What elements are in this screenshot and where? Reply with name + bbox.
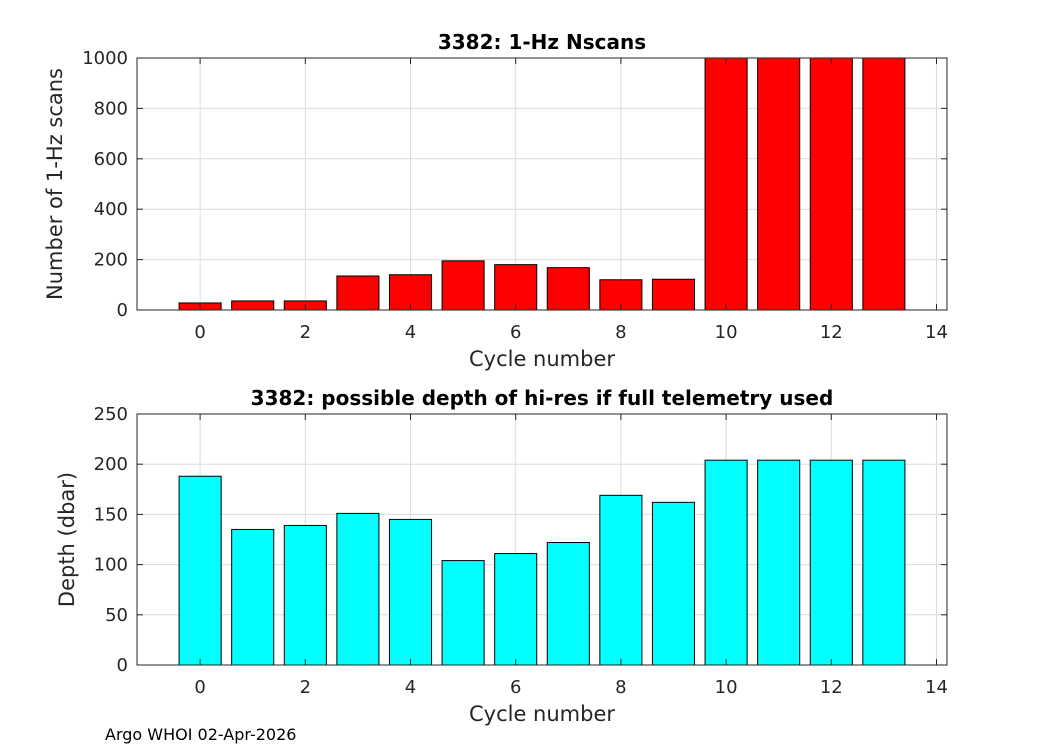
bar-cycle-1	[231, 300, 275, 311]
bar-cycle-13	[862, 57, 906, 311]
bar-cycle-7	[546, 542, 590, 666]
y-tick-label: 0	[117, 655, 128, 676]
x-tick-label: 4	[405, 677, 416, 698]
y-tick-label: 200	[94, 250, 128, 271]
x-tick-label: 4	[405, 322, 416, 343]
y-tick-label: 50	[105, 605, 128, 626]
chart-title: 3382: 1-Hz Nscans	[438, 30, 646, 54]
y-tick-label: 400	[94, 199, 128, 220]
y-tick-label: 800	[94, 98, 128, 119]
plot-frame	[136, 413, 948, 666]
y-tick-label: 150	[94, 504, 128, 525]
bar-cycle-3	[336, 275, 380, 311]
x-axis-label: Cycle number	[469, 702, 615, 726]
y-axis-label: Depth (dbar)	[55, 472, 79, 607]
x-tick-label: 6	[510, 677, 521, 698]
x-tick-label: 14	[925, 322, 948, 343]
y-axis-label: Number of 1-Hz scans	[43, 68, 67, 300]
bar-cycle-11	[757, 459, 801, 666]
x-tick-label: 12	[820, 677, 843, 698]
x-tick-label: 6	[510, 322, 521, 343]
bar-cycle-1	[231, 528, 275, 666]
bar-cycle-5	[441, 260, 485, 311]
bar-cycle-12	[809, 57, 853, 311]
x-tick-label: 2	[300, 322, 311, 343]
bar-cycle-13	[862, 459, 906, 666]
bar-cycle-10	[704, 57, 748, 311]
chart-title: 3382: possible depth of hi-res if full t…	[251, 386, 834, 410]
x-tick-label: 12	[820, 322, 843, 343]
x-tick-label: 10	[715, 322, 738, 343]
footer-note: Argo WHOI 02-Apr-2026	[105, 725, 297, 744]
bar-cycle-4	[388, 518, 433, 666]
y-tick-label: 100	[94, 555, 128, 576]
bar-cycle-7	[546, 267, 590, 311]
chart-nscans: 0 2 4 6 8 10 12 14 0 200 400 600 800 1000 3382: 1-Hz N…	[43, 30, 948, 371]
bar-cycle-8	[599, 494, 643, 666]
bar-cycle-9	[651, 278, 696, 311]
chart-depth: 0 2 4 6 8 10 12 14 0 50 100 150 200 250 3382: possible…	[55, 386, 948, 726]
x-tick-label: 8	[615, 677, 626, 698]
x-tick-label: 14	[925, 677, 948, 698]
x-tick-label: 0	[194, 322, 205, 343]
y-tick-label: 600	[94, 149, 128, 170]
y-tick-label: 0	[117, 300, 128, 321]
bar-cycle-6	[494, 264, 538, 311]
bar-cycle-12	[809, 459, 853, 666]
x-tick-label: 0	[194, 677, 205, 698]
bar-cycle-9	[651, 501, 696, 666]
y-tick-label: 1000	[82, 48, 128, 69]
bar-cycle-10	[704, 459, 748, 666]
x-tick-label: 8	[615, 322, 626, 343]
y-tick-label: 200	[94, 454, 128, 475]
bar-cycle-5	[441, 560, 485, 666]
bar-cycle-11	[757, 57, 801, 311]
y-tick-label: 250	[94, 404, 128, 425]
plot-frame	[136, 57, 948, 311]
bar-cycle-2	[283, 524, 327, 666]
bar-cycle-0	[178, 475, 222, 666]
bar-cycle-6	[494, 553, 538, 666]
x-axis-label: Cycle number	[469, 347, 615, 371]
x-tick-label: 10	[715, 677, 738, 698]
x-tick-label: 2	[300, 677, 311, 698]
bar-cycle-3	[336, 512, 380, 666]
